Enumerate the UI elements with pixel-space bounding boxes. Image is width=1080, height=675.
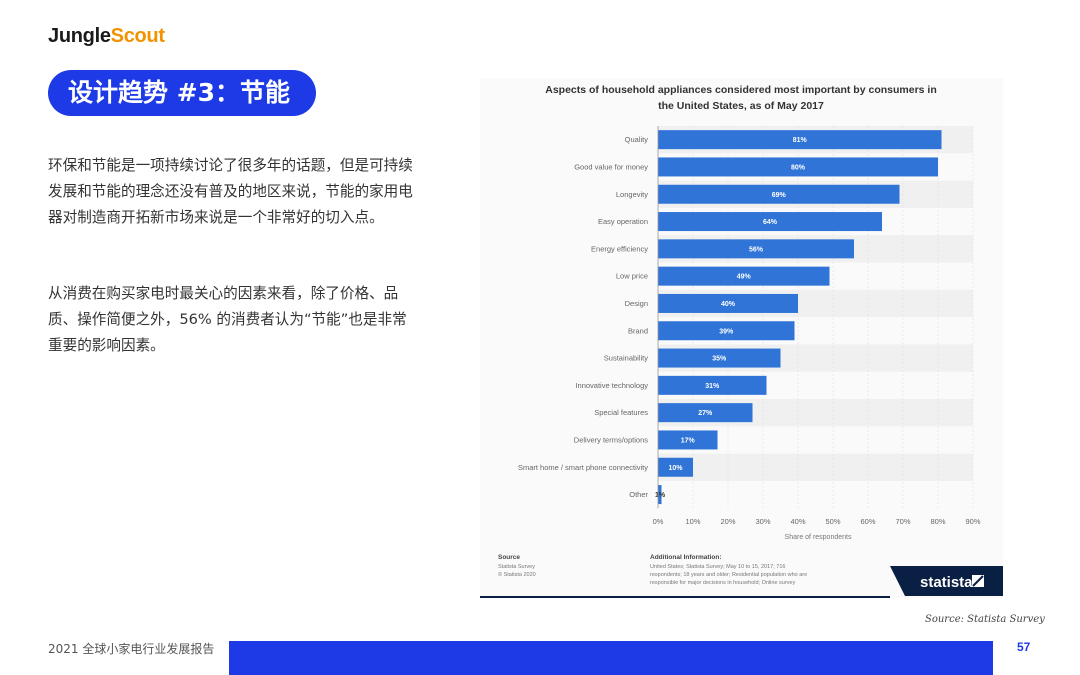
category-label: Energy efficiency [591,244,648,253]
bar [658,266,830,286]
report-title: 2021 全球小家电行业发展报告 [48,642,215,656]
bar-chart-svg: Aspects of household appliances consider… [480,84,1003,598]
data-label: 56% [749,246,764,253]
chart-source-line-1: Statista Survey [498,564,535,570]
bar [658,130,942,150]
data-label: 49% [737,274,752,281]
x-tick-label: 50% [825,517,840,526]
statista-logo: statista [890,566,1003,596]
data-label: 81% [793,137,808,144]
page-number: 57 [1017,640,1031,654]
statista-wordmark: statista [920,574,973,591]
category-label: Delivery terms/options [574,435,648,444]
bar [658,293,798,313]
x-tick-label: 0% [653,517,664,526]
bar [658,239,854,259]
data-label: 39% [719,328,734,335]
chart-info-line-3: responsible for major decisions in house… [650,580,795,586]
bar [658,457,693,477]
category-label: Easy operation [598,217,648,226]
chart-info-line-2: respondents; 18 years and older; Residen… [650,572,807,578]
category-label: Brand [628,326,648,335]
chart-source-heading: Source [498,554,520,561]
x-tick-label: 80% [930,517,945,526]
data-label: 31% [705,383,720,390]
category-label: Low price [616,272,648,281]
row-band [658,453,973,481]
footer-bar [229,641,993,675]
x-axis-label: Share of respondents [785,534,852,541]
bar [658,403,753,423]
jungle-scout-logo: JungleScout [48,25,165,47]
category-label: Innovative technology [575,381,648,390]
body-paragraph-1: 环保和节能是一项持续讨论了很多年的话题，但是可持续发展和节能的理念还没有普及的地… [48,157,413,226]
data-label: 69% [772,192,787,199]
x-tick-label: 20% [720,517,735,526]
chart-source-line-2: © Statista 2020 [498,571,536,578]
category-label: Sustainability [604,354,648,363]
x-tick-label: 60% [860,517,875,526]
x-tick-label: 90% [965,517,980,526]
category-label: Special features [594,408,648,417]
bar [658,430,718,450]
bar [658,485,662,505]
data-label: 80% [791,164,806,171]
chart-info-heading: Additional Information: [650,554,722,561]
x-tick-label: 30% [755,517,770,526]
category-label: Quality [625,135,649,144]
data-label: 35% [712,356,727,363]
category-label: Longevity [616,190,648,199]
bar [658,375,767,395]
chart-title-line-1: Aspects of household appliances consider… [545,84,937,96]
bar [658,212,882,232]
data-label: 40% [721,301,736,308]
category-label: Good value for money [574,162,648,171]
bar [658,184,900,204]
data-label: 1% [655,492,666,499]
bar [658,321,795,341]
section-title: 设计趋势 #3：节能 [48,70,316,116]
chart-info-line-1: United States; Statista Survey; May 10 t… [650,564,785,570]
chart-title-line-2: the United States, as of May 2017 [658,100,824,112]
data-label: 10% [668,465,683,472]
source-note: Source: Statista Survey [925,614,1045,625]
x-tick-label: 70% [895,517,910,526]
data-label: 17% [681,437,696,444]
x-tick-label: 10% [685,517,700,526]
statista-chart: Aspects of household appliances consider… [480,78,1003,598]
x-tick-label: 40% [790,517,805,526]
bar [658,348,781,368]
body-paragraph-2: 从消费在购买家电时最关心的因素来看，除了价格、品质、操作简便之外，56% 的消费… [48,285,407,354]
category-label: Other [629,490,648,499]
category-label: Design [625,299,648,308]
data-label: 64% [763,219,778,226]
category-label: Smart home / smart phone connectivity [518,463,648,472]
bar [658,157,938,177]
data-label: 27% [698,410,713,417]
